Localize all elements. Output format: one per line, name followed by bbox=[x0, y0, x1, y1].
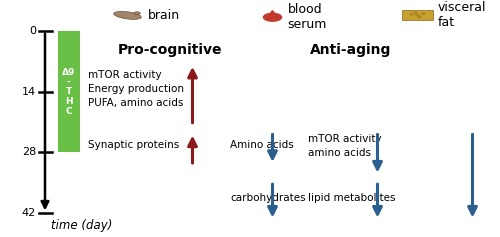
Ellipse shape bbox=[114, 11, 141, 19]
Text: Δ9
-
T
H
C: Δ9 - T H C bbox=[62, 68, 76, 116]
Text: lipid metabolites: lipid metabolites bbox=[308, 193, 395, 203]
Circle shape bbox=[415, 14, 420, 17]
Text: Amino acids: Amino acids bbox=[230, 140, 294, 150]
Text: 42: 42 bbox=[22, 208, 36, 218]
Ellipse shape bbox=[134, 12, 140, 14]
Text: 0: 0 bbox=[29, 26, 36, 36]
Text: 14: 14 bbox=[22, 87, 36, 97]
Circle shape bbox=[417, 16, 422, 18]
Text: Pro-cognitive: Pro-cognitive bbox=[118, 43, 222, 57]
Text: mTOR activity
amino acids: mTOR activity amino acids bbox=[308, 134, 381, 158]
Polygon shape bbox=[268, 11, 278, 17]
Text: brain: brain bbox=[148, 9, 180, 22]
Circle shape bbox=[410, 14, 414, 16]
Bar bbox=[58, 31, 80, 152]
Bar bbox=[402, 10, 432, 20]
Text: time (day): time (day) bbox=[51, 219, 112, 232]
Circle shape bbox=[414, 12, 418, 14]
Text: blood
serum: blood serum bbox=[288, 3, 327, 31]
Text: visceral
fat: visceral fat bbox=[438, 1, 486, 29]
Text: 28: 28 bbox=[22, 147, 36, 157]
Circle shape bbox=[421, 13, 426, 15]
Text: carbohydrates: carbohydrates bbox=[230, 193, 306, 203]
Text: Anti-aging: Anti-aging bbox=[310, 43, 392, 57]
Text: mTOR activity
Energy production
PUFA, amino acids: mTOR activity Energy production PUFA, am… bbox=[88, 70, 184, 108]
Circle shape bbox=[262, 13, 282, 22]
Text: Synaptic proteins: Synaptic proteins bbox=[88, 140, 179, 150]
